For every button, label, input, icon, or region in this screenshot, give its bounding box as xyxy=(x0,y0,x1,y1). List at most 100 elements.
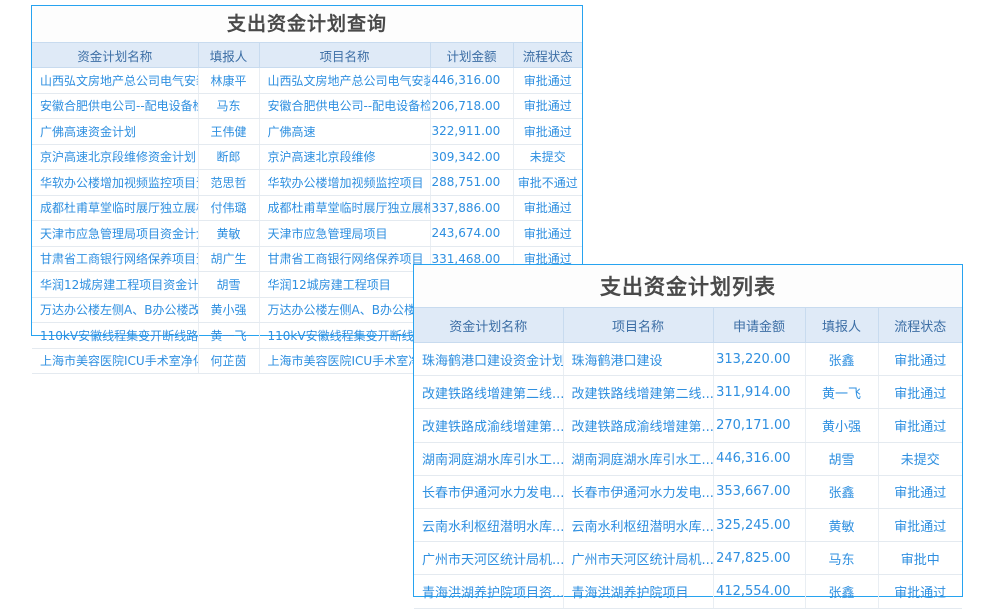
table-row[interactable]: 改建铁路成渝线增建第... 改建铁路成渝线增建第... 270,171.00 黄小强审… xyxy=(414,408,962,443)
status-badge: 审批通过 xyxy=(878,508,962,543)
reporter-name: 张鑫 xyxy=(805,342,879,377)
list-col-amount[interactable]: 申请金额 xyxy=(713,307,806,343)
query-col-plan-name[interactable]: 资金计划名称 xyxy=(32,42,199,68)
reporter-name: 黄一飞 xyxy=(805,375,879,410)
reporter-name: 马东 xyxy=(198,93,260,119)
query-col-amount[interactable]: 计划金额 xyxy=(430,42,514,68)
planned-amount: 243,674.00 xyxy=(430,220,514,247)
project-name-link[interactable]: 广州市天河区统计局机... xyxy=(563,541,714,576)
plan-name-link[interactable]: 云南水利枢纽潜明水库... xyxy=(414,508,564,543)
plan-name-link[interactable]: 成都杜甫草堂临时展厅独立展柜报警设备资金计划 xyxy=(32,195,199,221)
query-col-status[interactable]: 流程状态 xyxy=(513,42,582,68)
status-badge: 审批通过 xyxy=(878,375,962,410)
applied-amount: 353,667.00 xyxy=(713,475,806,509)
table-row[interactable]: 长春市伊通河水力发电... 长春市伊通河水力发电... 353,667.00 张鑫 审批… xyxy=(414,475,962,509)
plan-name-link[interactable]: 改建铁路成渝线增建第... xyxy=(414,408,564,443)
plan-name-link[interactable]: 广佛高速资金计划 xyxy=(32,118,199,145)
list-col-plan-name[interactable]: 资金计划名称 xyxy=(414,307,564,343)
project-name-link[interactable]: 湖南洞庭湖水库引水工... xyxy=(563,442,714,476)
plan-name-link[interactable]: 110kV安徽线程集变开断线路工程资金计划 xyxy=(32,322,199,349)
table-row[interactable]: 天津市应急管理局项目资金计划 黄敏 天津市应急管理局项目 243,674.00 审批通过 xyxy=(32,220,582,247)
plan-name-link[interactable]: 山西弘文房地产总公司电气安装工程资金计划 xyxy=(32,67,199,94)
reporter-name: 黄敏 xyxy=(805,508,879,543)
plan-name-link[interactable]: 万达办公楼左侧A、B办公楼改造建设资金计划 xyxy=(32,297,199,323)
table-row[interactable]: 青海洪湖养护院项目资... 青海洪湖养护院项目 412,554.00 张鑫 审批通过 xyxy=(414,574,962,609)
query-panel-title: 支出资金计划查询 xyxy=(32,6,582,42)
project-name-link[interactable]: 天津市应急管理局项目 xyxy=(259,220,431,247)
plan-name-link[interactable]: 京沪高速北京段维修资金计划 xyxy=(32,144,199,170)
applied-amount: 446,316.00 xyxy=(713,442,806,476)
status-badge: 审批通过 xyxy=(878,574,962,609)
status-badge: 审批通过 xyxy=(513,220,582,247)
status-badge: 审批通过 xyxy=(878,475,962,509)
table-row[interactable]: 华软办公楼增加视频监控项目资金计划范思哲华软办公楼增加视频监控项目288,751… xyxy=(32,169,582,196)
project-name-link[interactable]: 云南水利枢纽潜明水库... xyxy=(563,508,714,543)
project-name-link[interactable]: 成都杜甫草堂临时展厅独立展柜报警设备 xyxy=(259,195,431,221)
reporter-name: 马东 xyxy=(805,541,879,576)
table-row[interactable]: 安徽合肥供电公司--配电设备检修维护资金计划马东安徽合肥供电公司--配电设备检修… xyxy=(32,93,582,119)
plan-name-link[interactable]: 上海市美容医院ICU手术室净化工程资金计划 xyxy=(32,348,199,374)
table-row[interactable]: 京沪高速北京段维修资金计划 断郎 京沪高速北京段维修 309,342.00 未提交 xyxy=(32,144,582,170)
status-badge: 审批通过 xyxy=(513,195,582,221)
list-col-status[interactable]: 流程状态 xyxy=(878,307,962,343)
project-name-link[interactable]: 广佛高速 xyxy=(259,118,431,145)
list-panel-title: 支出资金计划列表 xyxy=(414,265,962,307)
plan-name-link[interactable]: 安徽合肥供电公司--配电设备检修维护资金计划 xyxy=(32,93,199,119)
project-name-link[interactable]: 110kV安徽线程集变开断线路工程 xyxy=(259,322,431,349)
status-badge: 审批不通过 xyxy=(513,169,582,196)
list-col-reporter[interactable]: 填报人 xyxy=(805,307,879,343)
project-name-link[interactable]: 改建铁路成渝线增建第... xyxy=(563,408,714,443)
plan-name-link[interactable]: 青海洪湖养护院项目资... xyxy=(414,574,564,609)
reporter-name: 黄敏 xyxy=(198,220,260,247)
plan-name-link[interactable]: 天津市应急管理局项目资金计划 xyxy=(32,220,199,247)
reporter-name: 胡广生 xyxy=(198,246,260,272)
applied-amount: 325,245.00 xyxy=(713,508,806,543)
plan-name-link[interactable]: 湖南洞庭湖水库引水工... xyxy=(414,442,564,476)
status-badge: 未提交 xyxy=(878,442,962,476)
table-row[interactable]: 广佛高速资金计划 王伟健 广佛高速 322,911.00 审批通过 xyxy=(32,118,582,145)
reporter-name: 黄一飞 xyxy=(198,322,260,349)
planned-amount: 309,342.00 xyxy=(430,144,514,170)
project-name-link[interactable]: 上海市美容医院ICU手术室净化工程 xyxy=(259,348,431,374)
list-col-project[interactable]: 项目名称 xyxy=(563,307,714,343)
table-row[interactable]: 湖南洞庭湖水库引水工... 湖南洞庭湖水库引水工... 446,316.00 胡雪 未提… xyxy=(414,442,962,476)
table-row[interactable]: 成都杜甫草堂临时展厅独立展柜报警设备资金计划付伟璐成都杜甫草堂临时展厅独立展柜报… xyxy=(32,195,582,221)
project-name-link[interactable]: 珠海鹤港口建设 xyxy=(563,342,714,377)
plan-name-link[interactable]: 改建铁路线增建第二线... xyxy=(414,375,564,410)
project-name-link[interactable]: 华软办公楼增加视频监控项目 xyxy=(259,169,431,196)
status-badge: 审批中 xyxy=(878,541,962,576)
reporter-name: 黄小强 xyxy=(198,297,260,323)
table-row[interactable]: 广州市天河区统计局机... 广州市天河区统计局机... 247,825.00 马东 审批… xyxy=(414,541,962,576)
project-name-link[interactable]: 山西弘文房地产总公司电气安装工程 xyxy=(259,67,431,94)
reporter-name: 胡雪 xyxy=(198,271,260,298)
plan-name-link[interactable]: 珠海鹤港口建设资金计划 xyxy=(414,342,564,377)
plan-name-link[interactable]: 广州市天河区统计局机... xyxy=(414,541,564,576)
project-name-link[interactable]: 万达办公楼左侧A、B办公楼改造建设 xyxy=(259,297,431,323)
plan-name-link[interactable]: 华润12城房建工程项目资金计划 xyxy=(32,271,199,298)
applied-amount: 311,914.00 xyxy=(713,375,806,410)
table-row[interactable]: 改建铁路线增建第二线... 改建铁路线增建第二线... 311,914.00 黄一飞审… xyxy=(414,375,962,410)
reporter-name: 张鑫 xyxy=(805,475,879,509)
project-name-link[interactable]: 长春市伊通河水力发电... xyxy=(563,475,714,509)
list-table-header-row: 资金计划名称 项目名称 申请金额 填报人 流程状态 xyxy=(414,307,962,343)
table-row[interactable]: 山西弘文房地产总公司电气安装工程资金计划林康平山西弘文房地产总公司电气安装工程4… xyxy=(32,67,582,94)
project-name-link[interactable]: 京沪高速北京段维修 xyxy=(259,144,431,170)
project-name-link[interactable]: 华润12城房建工程项目 xyxy=(259,271,431,298)
expenditure-plan-list-panel: 支出资金计划列表 资金计划名称 项目名称 申请金额 填报人 流程状态 珠海鹤港口… xyxy=(413,264,963,609)
plan-name-link[interactable]: 华软办公楼增加视频监控项目资金计划 xyxy=(32,169,199,196)
table-row[interactable]: 珠海鹤港口建设资金计划 珠海鹤港口建设 313,220.00 张鑫 审批通过 xyxy=(414,342,962,377)
status-badge: 未提交 xyxy=(513,144,582,170)
query-col-project[interactable]: 项目名称 xyxy=(259,42,431,68)
planned-amount: 337,886.00 xyxy=(430,195,514,221)
reporter-name: 黄小强 xyxy=(805,408,879,443)
project-name-link[interactable]: 甘肃省工商银行网络保养项目 xyxy=(259,246,431,272)
status-badge: 审批通过 xyxy=(878,408,962,443)
table-row[interactable]: 云南水利枢纽潜明水库... 云南水利枢纽潜明水库... 325,245.00 黄敏 审批… xyxy=(414,508,962,543)
plan-name-link[interactable]: 甘肃省工商银行网络保养项目资金计划 xyxy=(32,246,199,272)
project-name-link[interactable]: 安徽合肥供电公司--配电设备检修维护 xyxy=(259,93,431,119)
project-name-link[interactable]: 改建铁路线增建第二线... xyxy=(563,375,714,410)
reporter-name: 何芷茵 xyxy=(198,348,260,374)
query-col-reporter[interactable]: 填报人 xyxy=(198,42,260,68)
plan-name-link[interactable]: 长春市伊通河水力发电... xyxy=(414,475,564,509)
project-name-link[interactable]: 青海洪湖养护院项目 xyxy=(563,574,714,609)
